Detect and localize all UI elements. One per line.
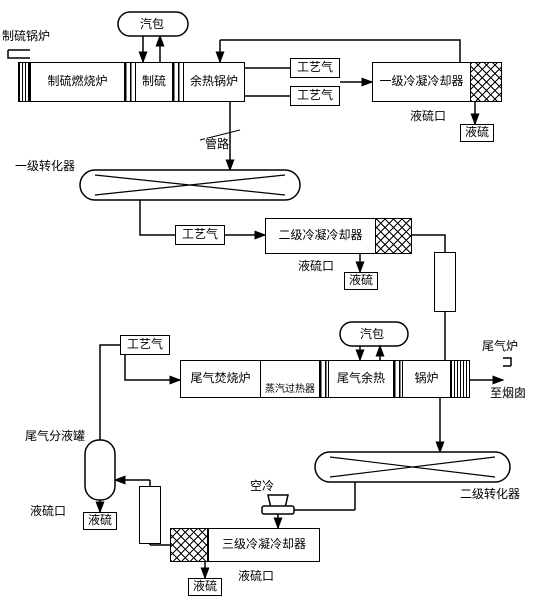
first-condenser-hatch: [470, 62, 502, 102]
second-condenser-hatch: [375, 218, 412, 254]
process-gas-box-2: 工艺气: [290, 86, 340, 106]
steam-superheater-box: 蒸汽过热器: [260, 360, 320, 398]
boiler-text: 锅炉: [414, 372, 438, 385]
process-gas-v2-frame: [139, 486, 161, 544]
diagram-canvas: 制硫锅炉 汽包 液硫口 管路 一级转化器 液硫口 工艺气 汽包 尾气炉 至烟囱 …: [0, 0, 542, 603]
steam-superheater-text: 蒸汽过热器: [265, 384, 315, 395]
liquid-sulfur-port-4-label: 液硫口: [238, 570, 274, 583]
divider-stripes-1: [125, 62, 135, 102]
steam-drum-top-label: 汽包: [140, 18, 164, 31]
liquid-sulfur-4-box: 液硫: [188, 578, 222, 596]
steam-drum-2-label: 汽包: [360, 328, 384, 341]
process-gas-box-1: 工艺气: [290, 58, 340, 78]
tailgas-knockout-label: 尾气分液罐: [25, 430, 85, 443]
tailgas-burner-box: 尾气焚烧炉: [180, 360, 260, 398]
first-condenser-box: 一级冷凝冷却器: [372, 62, 470, 102]
liquid-sulfur-port-1-label: 液硫口: [410, 110, 446, 123]
sulfur-whb-a-box: 制硫: [135, 62, 173, 102]
liquid-sulfur-3-text: 液硫: [88, 514, 112, 527]
liquid-sulfur-3-box: 液硫: [83, 512, 117, 530]
first-converter-label: 一级转化器: [15, 160, 75, 173]
sulfur-whb-a-text: 制硫: [142, 75, 166, 88]
sulfur-boiler-hatch: [18, 62, 30, 102]
second-condenser-box: 二级冷凝冷却器: [265, 218, 375, 254]
liquid-sulfur-4-text: 液硫: [193, 580, 217, 593]
sulfur-burner-text: 制硫燃烧炉: [47, 75, 107, 88]
first-condenser-text: 一级冷凝冷却器: [379, 75, 463, 88]
third-condenser-hatch: [170, 528, 208, 562]
liquid-sulfur-1-box: 液硫: [460, 124, 494, 142]
divider-stripes-2: [173, 62, 183, 102]
sulfur-whb-b-text: 余热锅炉: [190, 75, 238, 88]
liquid-sulfur-2-text: 液硫: [349, 274, 373, 287]
process-gas-2-text: 工艺气: [297, 89, 333, 102]
sulfur-burner-box: 制硫燃烧炉: [30, 62, 125, 102]
divider-stripes-3: [320, 360, 328, 398]
process-gas-v1-frame: [434, 252, 456, 312]
process-gas-4-text: 工艺气: [127, 338, 163, 351]
tailgas-burner-text: 尾气焚烧炉: [190, 372, 250, 385]
third-condenser-box: 三级冷凝冷却器: [208, 528, 320, 562]
tailgas-right-hatch: [450, 360, 470, 398]
liquid-sulfur-port-2-label: 液硫口: [298, 260, 334, 273]
process-gas-box-4: 工艺气: [120, 335, 170, 355]
liquid-sulfur-port-3-label: 液硫口: [30, 505, 66, 518]
second-condenser-text: 二级冷凝冷却器: [278, 229, 362, 242]
to-stack-label: 至烟囱: [490, 387, 526, 400]
sulfur-boiler-label: 制硫锅炉: [2, 30, 50, 43]
boiler-box: 锅炉: [402, 360, 450, 398]
tailgas-whb-text: 尾气余热: [337, 372, 385, 385]
air-cooling-label: 空冷: [250, 480, 274, 493]
tailgas-furnace-side-label: 尾气炉: [482, 340, 518, 353]
liquid-sulfur-2-box: 液硫: [344, 272, 378, 290]
divider-stripes-4: [394, 360, 402, 398]
liquid-sulfur-1-text: 液硫: [465, 126, 489, 139]
sulfur-whb-b-box: 余热锅炉: [183, 62, 245, 102]
third-condenser-text: 三级冷凝冷却器: [222, 538, 306, 551]
process-gas-1-text: 工艺气: [297, 61, 333, 74]
process-gas-3-text: 工艺气: [182, 228, 218, 241]
process-gas-box-3: 工艺气: [175, 225, 225, 245]
second-converter-label: 二级转化器: [460, 488, 520, 501]
tailgas-whb-box: 尾气余热: [328, 360, 394, 398]
pipeline-label: 管路: [205, 138, 229, 151]
